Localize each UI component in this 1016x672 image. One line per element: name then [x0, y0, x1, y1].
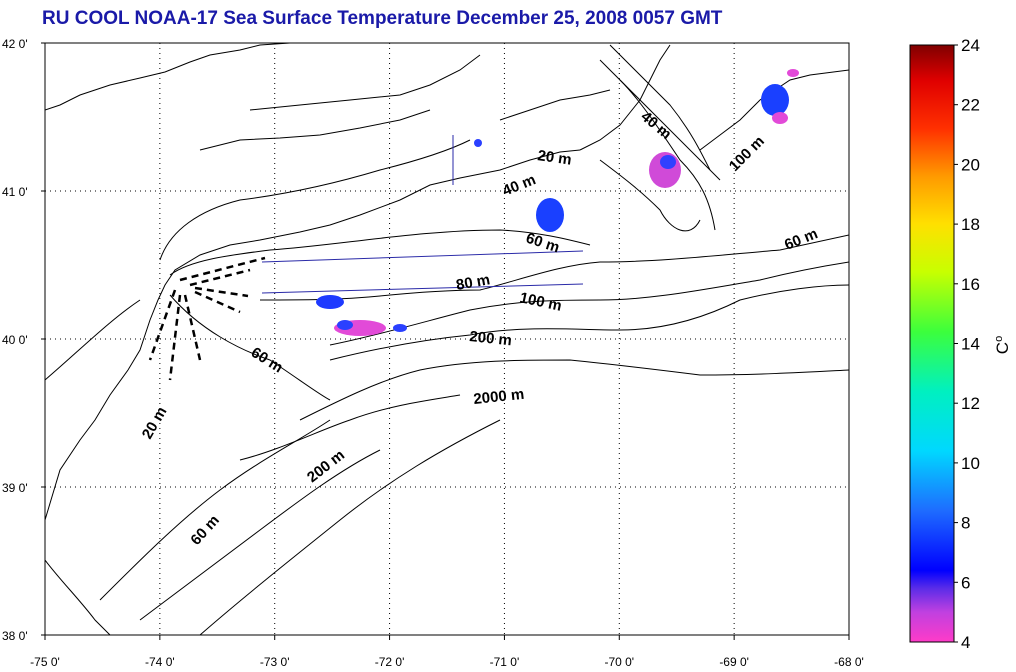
colorbar-tick-label: 6	[961, 573, 970, 592]
sst-patch	[772, 112, 788, 124]
colorbar-tick-label: 20	[961, 155, 980, 174]
lon-tick-label: -69 0'	[719, 655, 749, 669]
lon-tick-label: -68 0'	[834, 655, 864, 669]
isobath-label: 200 m	[469, 328, 513, 349]
lon-tick-label: -71 0'	[490, 655, 520, 669]
isobath-label: 20 m	[536, 147, 572, 169]
sst-patch	[337, 320, 353, 330]
colorbar-tick-label: 14	[961, 335, 980, 354]
sst-patch	[474, 139, 482, 147]
colorbar-tick-label: 8	[961, 514, 970, 533]
lon-tick-label: -70 0'	[604, 655, 634, 669]
colorbar-unit: Co	[993, 336, 1012, 354]
colorbar-tick-label: 10	[961, 454, 980, 473]
lat-tick-label: 39 0'	[2, 481, 28, 495]
sst-patch	[660, 155, 676, 169]
map-title: RU COOL NOAA-17 Sea Surface Temperature …	[42, 8, 723, 29]
colorbar-tick-label: 12	[961, 394, 980, 413]
transect-lines	[261, 135, 584, 294]
lat-tick-label: 40 0'	[2, 333, 28, 347]
lat-tick-label: 41 0'	[2, 185, 28, 199]
colorbar-tick-label: 16	[961, 275, 980, 294]
lon-tick-label: -75 0'	[30, 655, 60, 669]
colorbar	[909, 44, 955, 643]
colorbar-tick-label: 4	[961, 633, 970, 652]
sst-patch	[787, 69, 799, 77]
lat-tick-label: 38 0'	[2, 629, 28, 643]
lon-tick-label: -72 0'	[375, 655, 405, 669]
sst-patch	[393, 324, 407, 332]
lat-tick-label: 42 0'	[2, 37, 28, 51]
sst-patch	[761, 84, 789, 116]
colorbar-ticks: 24 22 20 18 16 14 12 10 8 6 4	[954, 36, 980, 652]
sst-patch	[536, 198, 564, 232]
sst-patch	[316, 295, 344, 309]
dashed-survey-lines	[148, 256, 266, 381]
isobath-label: 80 m	[455, 271, 492, 294]
colorbar-tick-label: 22	[961, 96, 980, 115]
latitude-axis: 42 0' 41 0' 40 0' 39 0' 38 0'	[2, 37, 45, 643]
isobath-contours	[45, 44, 849, 635]
sst-data-patches	[316, 69, 799, 336]
lon-tick-label: -74 0'	[145, 655, 175, 669]
longitude-axis: -75 0' -74 0' -73 0' -72 0' -71 0' -70 0' -69 …	[30, 635, 864, 669]
colorbar-tick-label: 24	[961, 36, 980, 55]
lat-lon-grid	[45, 43, 849, 635]
colorbar-tick-label: 18	[961, 215, 980, 234]
lon-tick-label: -73 0'	[260, 655, 290, 669]
isobath-label: 2000 m	[473, 386, 525, 408]
